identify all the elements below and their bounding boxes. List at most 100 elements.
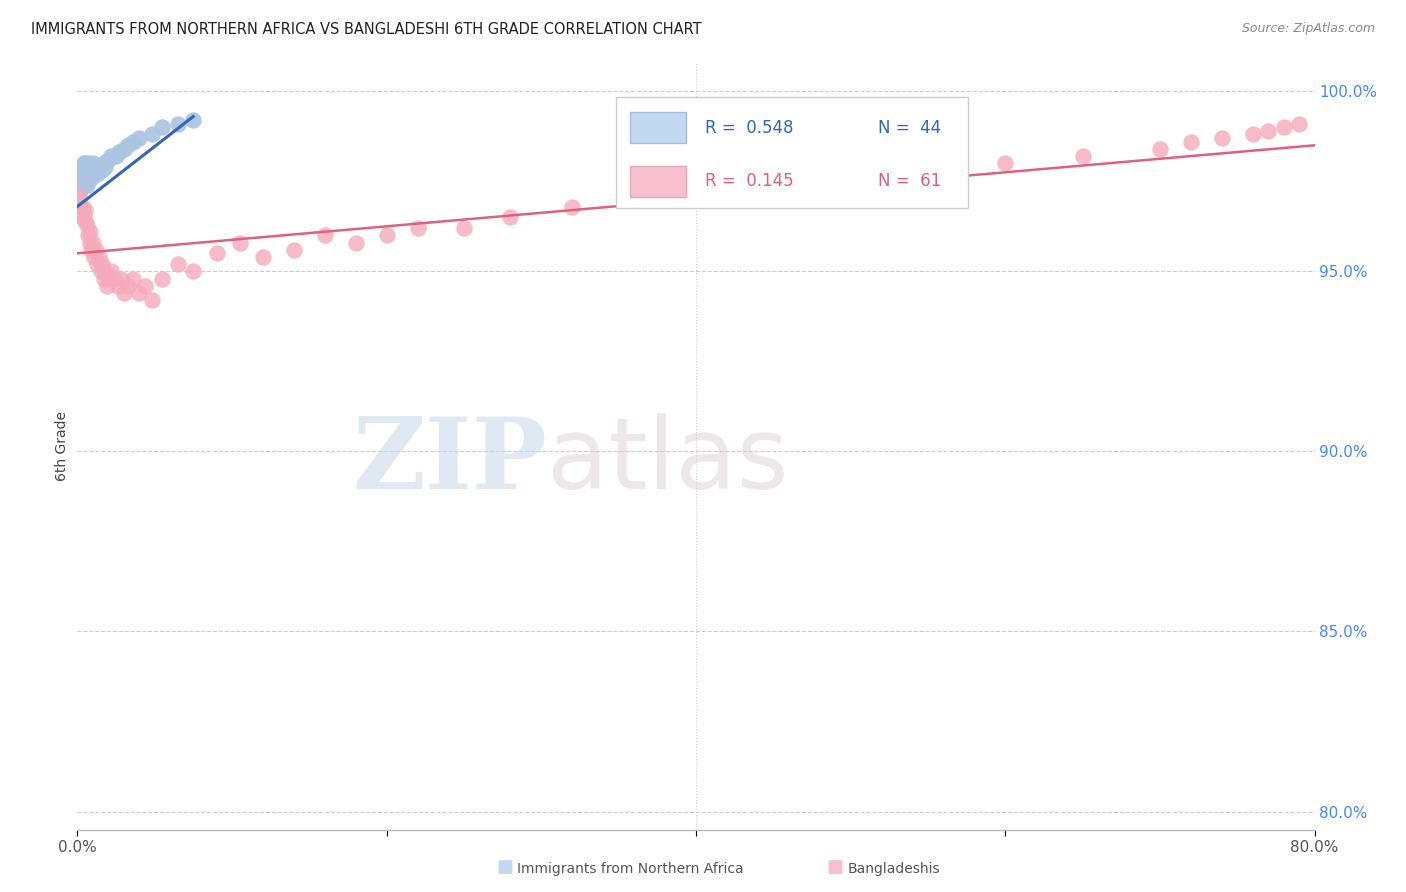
Point [134,278,156,293]
Point [77,174,100,188]
Point [128,131,150,145]
Point [76,167,98,181]
Text: atlas: atlas [547,413,789,510]
Point [80,170,103,185]
Point [685,185,707,199]
Point [152,120,174,135]
Point [112,285,135,300]
Point [105,149,127,163]
Point [70,211,93,225]
Point [1272,120,1295,135]
Text: ■: ■ [827,858,844,876]
Point [86,257,108,271]
Point [152,271,174,285]
Point [79,170,101,185]
Point [69,160,91,174]
Text: R =  0.145: R = 0.145 [704,172,793,190]
Text: ZIP: ZIP [353,413,547,510]
Point [84,160,107,174]
Point [75,214,96,228]
Point [623,192,645,206]
Bar [630,166,686,196]
Point [128,285,150,300]
Point [75,203,96,218]
Point [90,160,111,174]
Point [499,211,522,225]
Point [76,218,98,232]
Point [167,257,190,271]
Point [117,278,139,293]
Point [406,221,429,235]
Text: Bangladeshis: Bangladeshis [848,862,941,876]
Point [283,243,305,257]
Point [1288,117,1310,131]
Point [82,156,104,170]
Point [79,160,101,174]
Point [1241,128,1264,142]
Point [91,257,114,271]
Point [344,235,367,250]
Point [183,264,205,278]
Point [97,153,120,167]
Point [69,167,91,181]
Text: N =  44: N = 44 [877,119,941,136]
Point [70,170,93,185]
Point [90,264,111,278]
Point [75,156,96,170]
Y-axis label: 6th Grade: 6th Grade [55,411,69,481]
Point [79,235,101,250]
Point [103,271,125,285]
Point [1149,142,1171,156]
Text: IMMIGRANTS FROM NORTHERN AFRICA VS BANGLADESHI 6TH GRADE CORRELATION CHART: IMMIGRANTS FROM NORTHERN AFRICA VS BANGL… [31,22,702,37]
Point [94,264,117,278]
Point [314,228,336,243]
Point [205,246,228,260]
Point [77,156,100,170]
Point [839,170,862,185]
Point [917,163,939,178]
Point [141,128,163,142]
Point [80,243,103,257]
Point [67,174,90,188]
Point [100,149,122,163]
Point [93,271,115,285]
Text: Immigrants from Northern Africa: Immigrants from Northern Africa [517,862,744,876]
Point [83,250,105,264]
Point [94,160,117,174]
Point [183,113,205,128]
Point [762,178,785,192]
Point [70,200,93,214]
Text: R =  0.548: R = 0.548 [704,119,793,136]
Point [561,200,583,214]
Point [72,167,94,181]
Point [72,207,94,221]
Point [69,195,91,210]
Point [82,235,104,250]
Point [1211,131,1233,145]
Point [93,156,115,170]
Point [167,117,190,131]
Point [97,271,120,285]
Point [75,174,96,188]
Point [91,163,114,178]
Point [77,167,100,181]
Point [70,160,93,174]
Point [112,142,135,156]
Point [122,135,145,149]
Point [70,181,93,195]
Point [141,293,163,307]
Point [75,167,96,181]
FancyBboxPatch shape [616,97,969,208]
Point [117,138,139,153]
Point [72,178,94,192]
Text: ■: ■ [496,858,513,876]
Point [76,160,98,174]
Point [87,163,110,178]
Point [79,225,101,239]
Point [84,243,107,257]
Point [96,278,118,293]
Text: Source: ZipAtlas.com: Source: ZipAtlas.com [1241,22,1375,36]
Point [72,156,94,170]
Point [87,250,110,264]
Point [67,188,90,202]
